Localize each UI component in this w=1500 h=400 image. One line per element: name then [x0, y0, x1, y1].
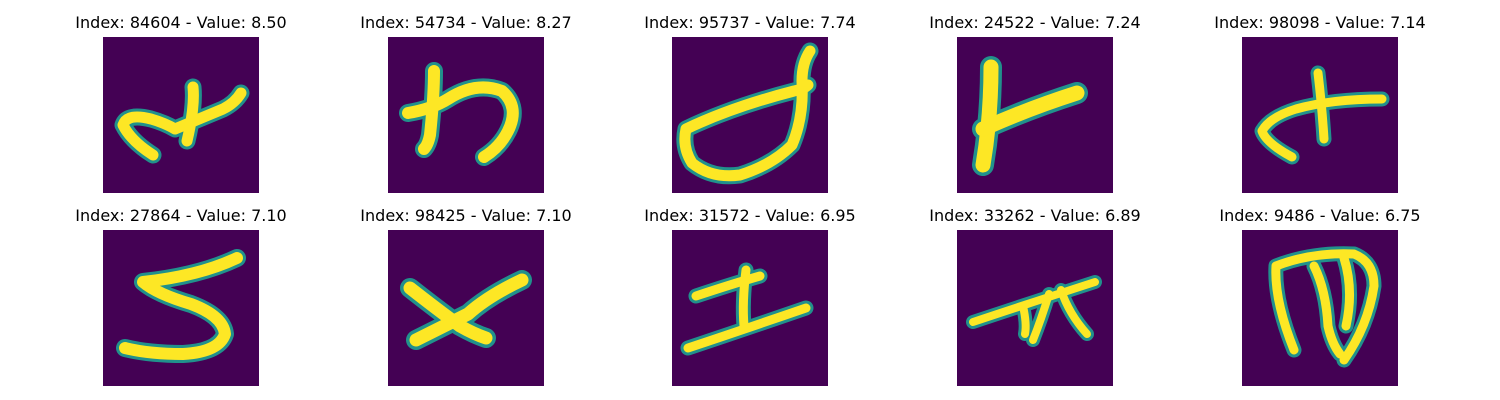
glyph-image-3	[672, 37, 828, 193]
glyph-image-9	[957, 230, 1113, 386]
panel-title-2: Index: 54734 - Value: 8.27	[326, 13, 606, 33]
panel-title-1: Index: 84604 - Value: 8.50	[41, 13, 321, 33]
glyph-image-1	[103, 37, 259, 193]
panel-title-9: Index: 33262 - Value: 6.89	[895, 206, 1175, 226]
glyph-image-5	[1242, 37, 1398, 193]
glyph-image-2	[388, 37, 544, 193]
glyph-image-7	[388, 230, 544, 386]
panel-title-7: Index: 98425 - Value: 7.10	[326, 206, 606, 226]
glyph-image-4	[957, 37, 1113, 193]
panel-title-8: Index: 31572 - Value: 6.95	[610, 206, 890, 226]
glyph-image-10	[1242, 230, 1398, 386]
panel-title-3: Index: 95737 - Value: 7.74	[610, 13, 890, 33]
panel-title-6: Index: 27864 - Value: 7.10	[41, 206, 321, 226]
panel-title-10: Index: 9486 - Value: 6.75	[1180, 206, 1460, 226]
glyph-image-8	[672, 230, 828, 386]
panel-title-5: Index: 98098 - Value: 7.14	[1180, 13, 1460, 33]
glyph-image-6	[103, 230, 259, 386]
panel-title-4: Index: 24522 - Value: 7.24	[895, 13, 1175, 33]
